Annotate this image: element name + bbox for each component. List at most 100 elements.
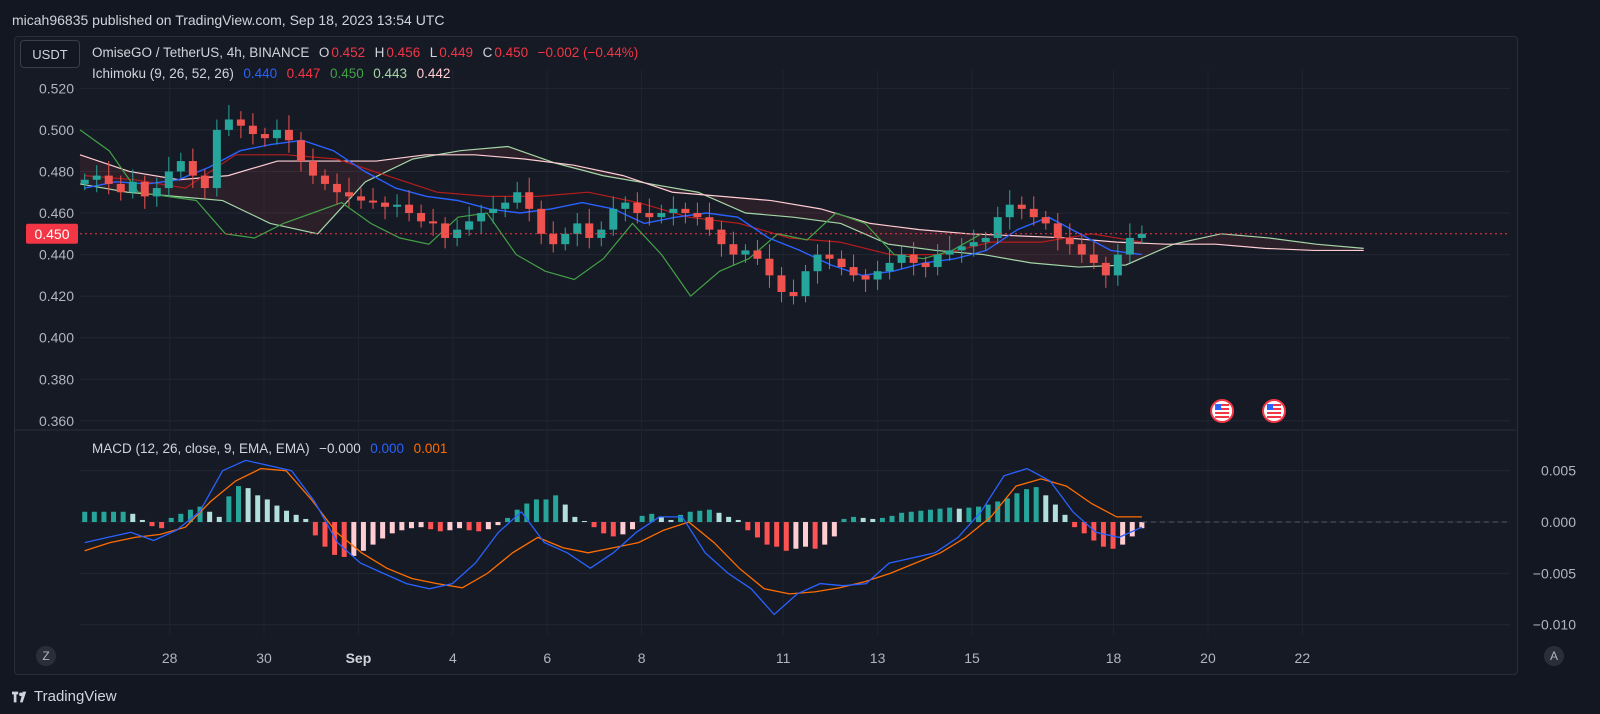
histogram-bar — [447, 522, 453, 531]
auto-scale-z-button[interactable]: Z — [36, 646, 56, 666]
candle-body — [549, 233, 558, 245]
tradingview-logo[interactable]: TradingView — [12, 688, 117, 705]
last-price-label: 0.450 — [34, 226, 69, 242]
histogram-bar — [716, 512, 722, 523]
histogram-bar — [562, 504, 568, 523]
c-label: C — [482, 45, 493, 60]
histogram-bar — [428, 522, 434, 530]
histogram-bar — [1110, 522, 1116, 549]
histogram-bar — [111, 511, 117, 523]
histogram-bar — [1024, 489, 1030, 523]
candle-body — [705, 217, 714, 230]
gridlines — [14, 70, 1516, 635]
histogram-bar — [1052, 504, 1058, 523]
candle-body — [873, 271, 882, 280]
candle-body — [501, 202, 510, 209]
candle-body — [477, 213, 486, 222]
candle-body — [345, 192, 354, 197]
histogram-bar — [1004, 498, 1010, 523]
candle-body — [224, 119, 233, 130]
histogram-bar — [553, 495, 559, 523]
brand-text: TradingView — [34, 688, 117, 705]
histogram-bar — [908, 511, 914, 523]
time-tick-label: 6 — [543, 650, 551, 666]
time-tick-label: 4 — [449, 650, 457, 666]
histogram-bar — [101, 511, 107, 523]
histogram-bar — [235, 486, 241, 523]
histogram-bar — [610, 522, 616, 537]
histogram-bar — [572, 516, 578, 523]
currency-button[interactable]: USDT — [20, 40, 80, 68]
histogram-bar — [370, 522, 376, 545]
histogram-bar — [187, 509, 193, 523]
candle-body — [465, 221, 474, 230]
time-tick-label: 11 — [776, 650, 791, 666]
candle-body — [1017, 204, 1026, 209]
cloud-fill — [80, 146, 1364, 268]
histogram-bar — [91, 511, 97, 523]
chikou-span-line — [79, 129, 982, 297]
candle-body — [513, 192, 522, 203]
histogram-bar — [678, 514, 684, 523]
histogram-bar — [1129, 522, 1135, 537]
time-tick-label: 20 — [1200, 650, 1216, 666]
macd-label: MACD (12, 26, close, 9, EMA, EMA) — [92, 441, 310, 456]
o-value: 0.452 — [331, 45, 366, 60]
candle-body — [308, 161, 317, 176]
senkou-span-b-line — [79, 154, 1364, 252]
legend-macd[interactable]: MACD (12, 26, close, 9, EMA, EMA) −0.000… — [92, 441, 449, 456]
histogram-bar — [495, 522, 501, 526]
flag-stripe — [1215, 404, 1230, 406]
macd-tick-label: 0.005 — [1541, 463, 1576, 479]
candle-body — [561, 233, 570, 245]
macd-tick-label: −0.010 — [1533, 617, 1576, 633]
histogram-bar — [149, 522, 155, 527]
time-tick-label: 28 — [162, 650, 178, 666]
ichimoku-label: Ichimoku (9, 26, 52, 26) — [92, 66, 234, 81]
auto-scale-a-button[interactable]: A — [1544, 646, 1564, 666]
candle-body — [645, 213, 654, 218]
histogram-bar — [216, 516, 222, 523]
histogram-bar — [120, 511, 126, 523]
histogram-bar — [812, 522, 818, 549]
candle-body — [417, 213, 426, 222]
histogram-bar — [937, 508, 943, 523]
symbol-name: OmiseGO / TetherUS, 4h, BINANCE — [92, 45, 310, 60]
candle-body — [405, 204, 414, 214]
flag-stripe — [1267, 412, 1282, 414]
flag-circle — [1210, 399, 1235, 423]
histogram-bar — [533, 499, 539, 523]
histogram-bar — [841, 518, 847, 523]
histogram-bar — [82, 511, 88, 523]
candle-body — [116, 183, 125, 193]
histogram-bar — [466, 522, 472, 531]
time-tick-label: 22 — [1295, 650, 1311, 666]
price-axis: 0.520 0.500 0.480 0.460 0.440 0.420 0.400 0.380… — [26, 80, 1576, 633]
candle-body — [897, 254, 906, 263]
candle-body — [188, 161, 197, 176]
histogram-bar — [918, 510, 924, 523]
legend-ichimoku[interactable]: Ichimoku (9, 26, 52, 26) 0.440 0.447 0.4… — [92, 66, 452, 81]
histogram-bar — [245, 488, 251, 523]
candle-body — [80, 179, 89, 184]
candle-body — [801, 271, 810, 297]
histogram-bar — [774, 522, 780, 547]
flag-stripe — [1267, 416, 1282, 418]
histogram-bar — [130, 513, 136, 523]
histogram-bar — [226, 496, 232, 523]
legend-symbol[interactable]: OmiseGO / TetherUS, 4h, BINANCE O 0.452 H… — [92, 45, 640, 60]
candle-body — [1065, 237, 1074, 245]
candle-body — [164, 171, 173, 189]
price-tick-label: 0.480 — [39, 163, 74, 179]
candle-body — [1113, 254, 1122, 276]
candle-body — [825, 254, 834, 259]
histogram-bar — [687, 511, 693, 523]
histogram-bar — [668, 519, 674, 523]
histogram-bar — [966, 507, 972, 523]
candle-body — [152, 188, 161, 197]
histogram-bar — [793, 522, 799, 549]
o-label: O — [318, 45, 330, 60]
histogram-bar — [543, 499, 549, 523]
c-value: 0.450 — [494, 45, 529, 60]
